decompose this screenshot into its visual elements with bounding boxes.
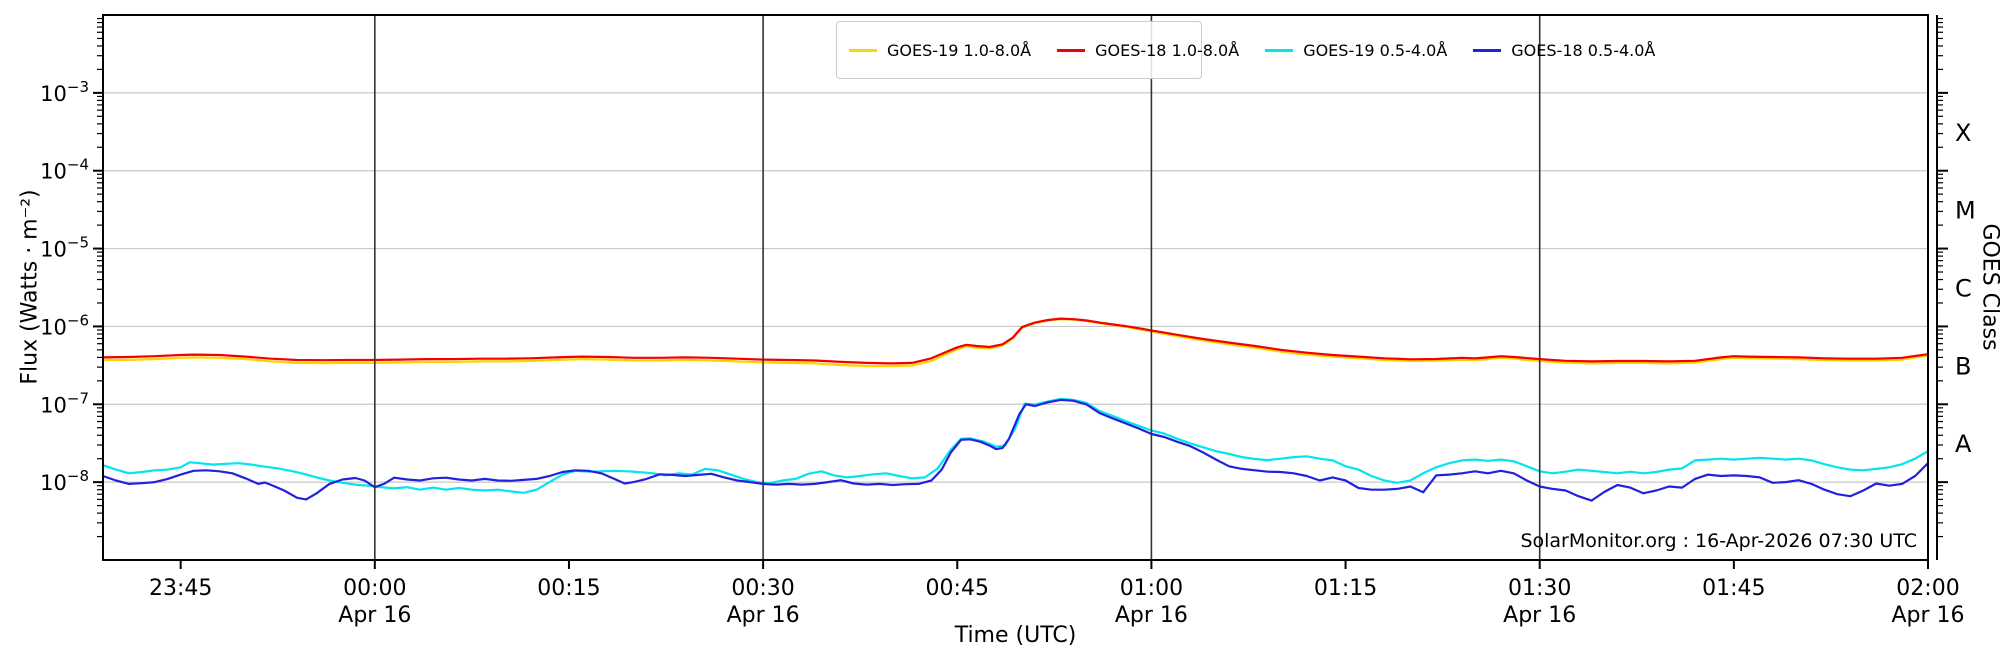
x-tick-label: 00:30: [731, 576, 794, 601]
legend-label: GOES-19 0.5-4.0Å: [1303, 40, 1448, 60]
y-axis-label: Flux (Watts · m⁻²): [17, 189, 43, 385]
series-line-goes18-short: [101, 398, 1930, 502]
goes19-long-swatch-icon: [849, 48, 877, 52]
legend-item-goes19-short: GOES-19 0.5-4.0Å: [1265, 41, 1447, 60]
solarmonitor-credit: SolarMonitor.org : 16-Apr-2026 07:30 UTC: [1520, 530, 1917, 552]
x-tick-label: 00:00: [343, 576, 406, 601]
right-axis-label: GOES Class: [1977, 223, 2000, 351]
x-tick-label: 01:45: [1702, 576, 1765, 601]
y-tick-label: 10−4: [40, 156, 89, 184]
series-line-goes19-short: [101, 397, 1930, 494]
x-tick-label: 02:00: [1896, 576, 1959, 601]
y-tick-label: 10−8: [40, 467, 89, 495]
goes-class-label-x: X: [1955, 119, 1971, 147]
legend-item-goes18-short: GOES-18 0.5-4.0Å: [1473, 41, 1655, 60]
goes18-short-swatch-icon: [1473, 48, 1502, 52]
x-tick-date-label: Apr 16: [727, 603, 800, 628]
x-tick-label: 01:00: [1120, 576, 1183, 601]
x-tick-date-label: Apr 16: [338, 603, 411, 628]
x-tick-label: 00:15: [537, 576, 600, 601]
y-tick-label: 10−5: [40, 234, 89, 262]
x-tick-label: 01:15: [1314, 576, 1377, 601]
goes18-long-swatch-icon: [1057, 48, 1086, 52]
x-tick-label: 01:30: [1508, 576, 1571, 601]
x-tick-label: 00:45: [926, 576, 989, 601]
goes-class-label-a: A: [1955, 430, 1972, 458]
x-axis-label: Time (UTC): [954, 623, 1077, 648]
y-tick-label: 10−7: [40, 389, 89, 417]
plot-border: [102, 14, 1929, 561]
x-tick-date-label: Apr 16: [1891, 603, 1964, 628]
x-tick-date-label: Apr 16: [1115, 603, 1188, 628]
legend: GOES-19 1.0-8.0Å GOES-18 1.0-8.0Å GOES-1…: [836, 21, 1655, 79]
legend-label: GOES-18 1.0-8.0Å: [1095, 40, 1240, 60]
legend-label: GOES-19 1.0-8.0Å: [887, 40, 1032, 60]
goes-class-label-b: B: [1955, 352, 1971, 380]
x-tick-date-label: Apr 16: [1503, 603, 1576, 628]
series-line-goes18-long: [101, 317, 1930, 365]
goes-class-label-c: C: [1955, 275, 1972, 303]
legend-item-goes18-long: GOES-18 1.0-8.0Å: [1057, 41, 1239, 60]
y-tick-label: 10−3: [40, 78, 89, 106]
goes-class-label-m: M: [1955, 197, 1976, 225]
goes19-short-swatch-icon: [1265, 48, 1294, 52]
x-tick-label: 23:45: [149, 576, 212, 601]
legend-label: GOES-18 0.5-4.0Å: [1511, 40, 1656, 60]
legend-item-goes19-long: GOES-19 1.0-8.0Å: [849, 41, 1031, 60]
y-tick-label: 10−6: [40, 311, 89, 339]
